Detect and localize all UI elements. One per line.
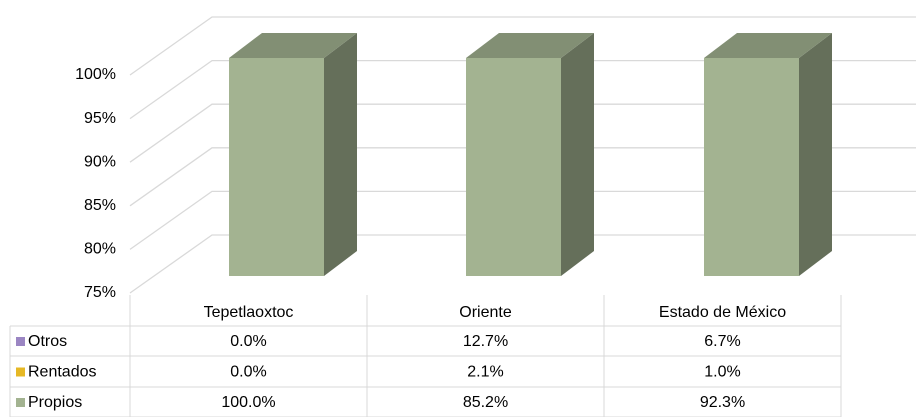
y-tick-label: 75% — [84, 284, 116, 301]
bar-segment — [466, 58, 561, 276]
table-value: 1.0% — [704, 364, 740, 381]
legend-label: Rentados — [28, 364, 97, 381]
bar-segment — [229, 58, 324, 276]
legend-label: Propios — [28, 394, 82, 411]
grid-line — [129, 59, 916, 120]
legend-swatch — [16, 367, 25, 377]
y-tick-label: 100% — [75, 66, 116, 83]
y-tick-label: 80% — [84, 241, 116, 258]
table-value: 100.0% — [221, 394, 275, 411]
y-tick-label: 85% — [84, 197, 116, 214]
table-value: 0.0% — [230, 364, 266, 381]
table-value: 92.3% — [700, 394, 745, 411]
bar-top — [704, 33, 832, 58]
y-tick-label: 90% — [84, 153, 116, 170]
legend-swatch — [16, 337, 25, 346]
bar-side — [324, 33, 357, 276]
bar-top — [466, 33, 594, 58]
bar-top — [229, 33, 357, 58]
grid-line — [129, 16, 916, 76]
category-label: Tepetlaoxtoc — [204, 304, 294, 321]
table-value: 6.7% — [704, 333, 740, 350]
legend-swatch — [16, 398, 25, 407]
bar-side — [799, 33, 832, 276]
table-value: 12.7% — [463, 333, 508, 350]
y-tick-label: 95% — [84, 110, 116, 127]
table-value: 2.1% — [467, 364, 503, 381]
category-label: Oriente — [459, 304, 512, 321]
legend-label: Otros — [28, 333, 67, 350]
bar-side — [561, 33, 594, 276]
table-value: 0.0% — [230, 333, 266, 350]
table-value: 85.2% — [463, 394, 508, 411]
grid-line — [129, 190, 916, 250]
bar-segment — [704, 58, 799, 276]
category-label: Estado de México — [659, 304, 786, 321]
grid-line — [129, 103, 916, 163]
grid-line — [129, 234, 916, 294]
grid-line — [129, 147, 916, 207]
